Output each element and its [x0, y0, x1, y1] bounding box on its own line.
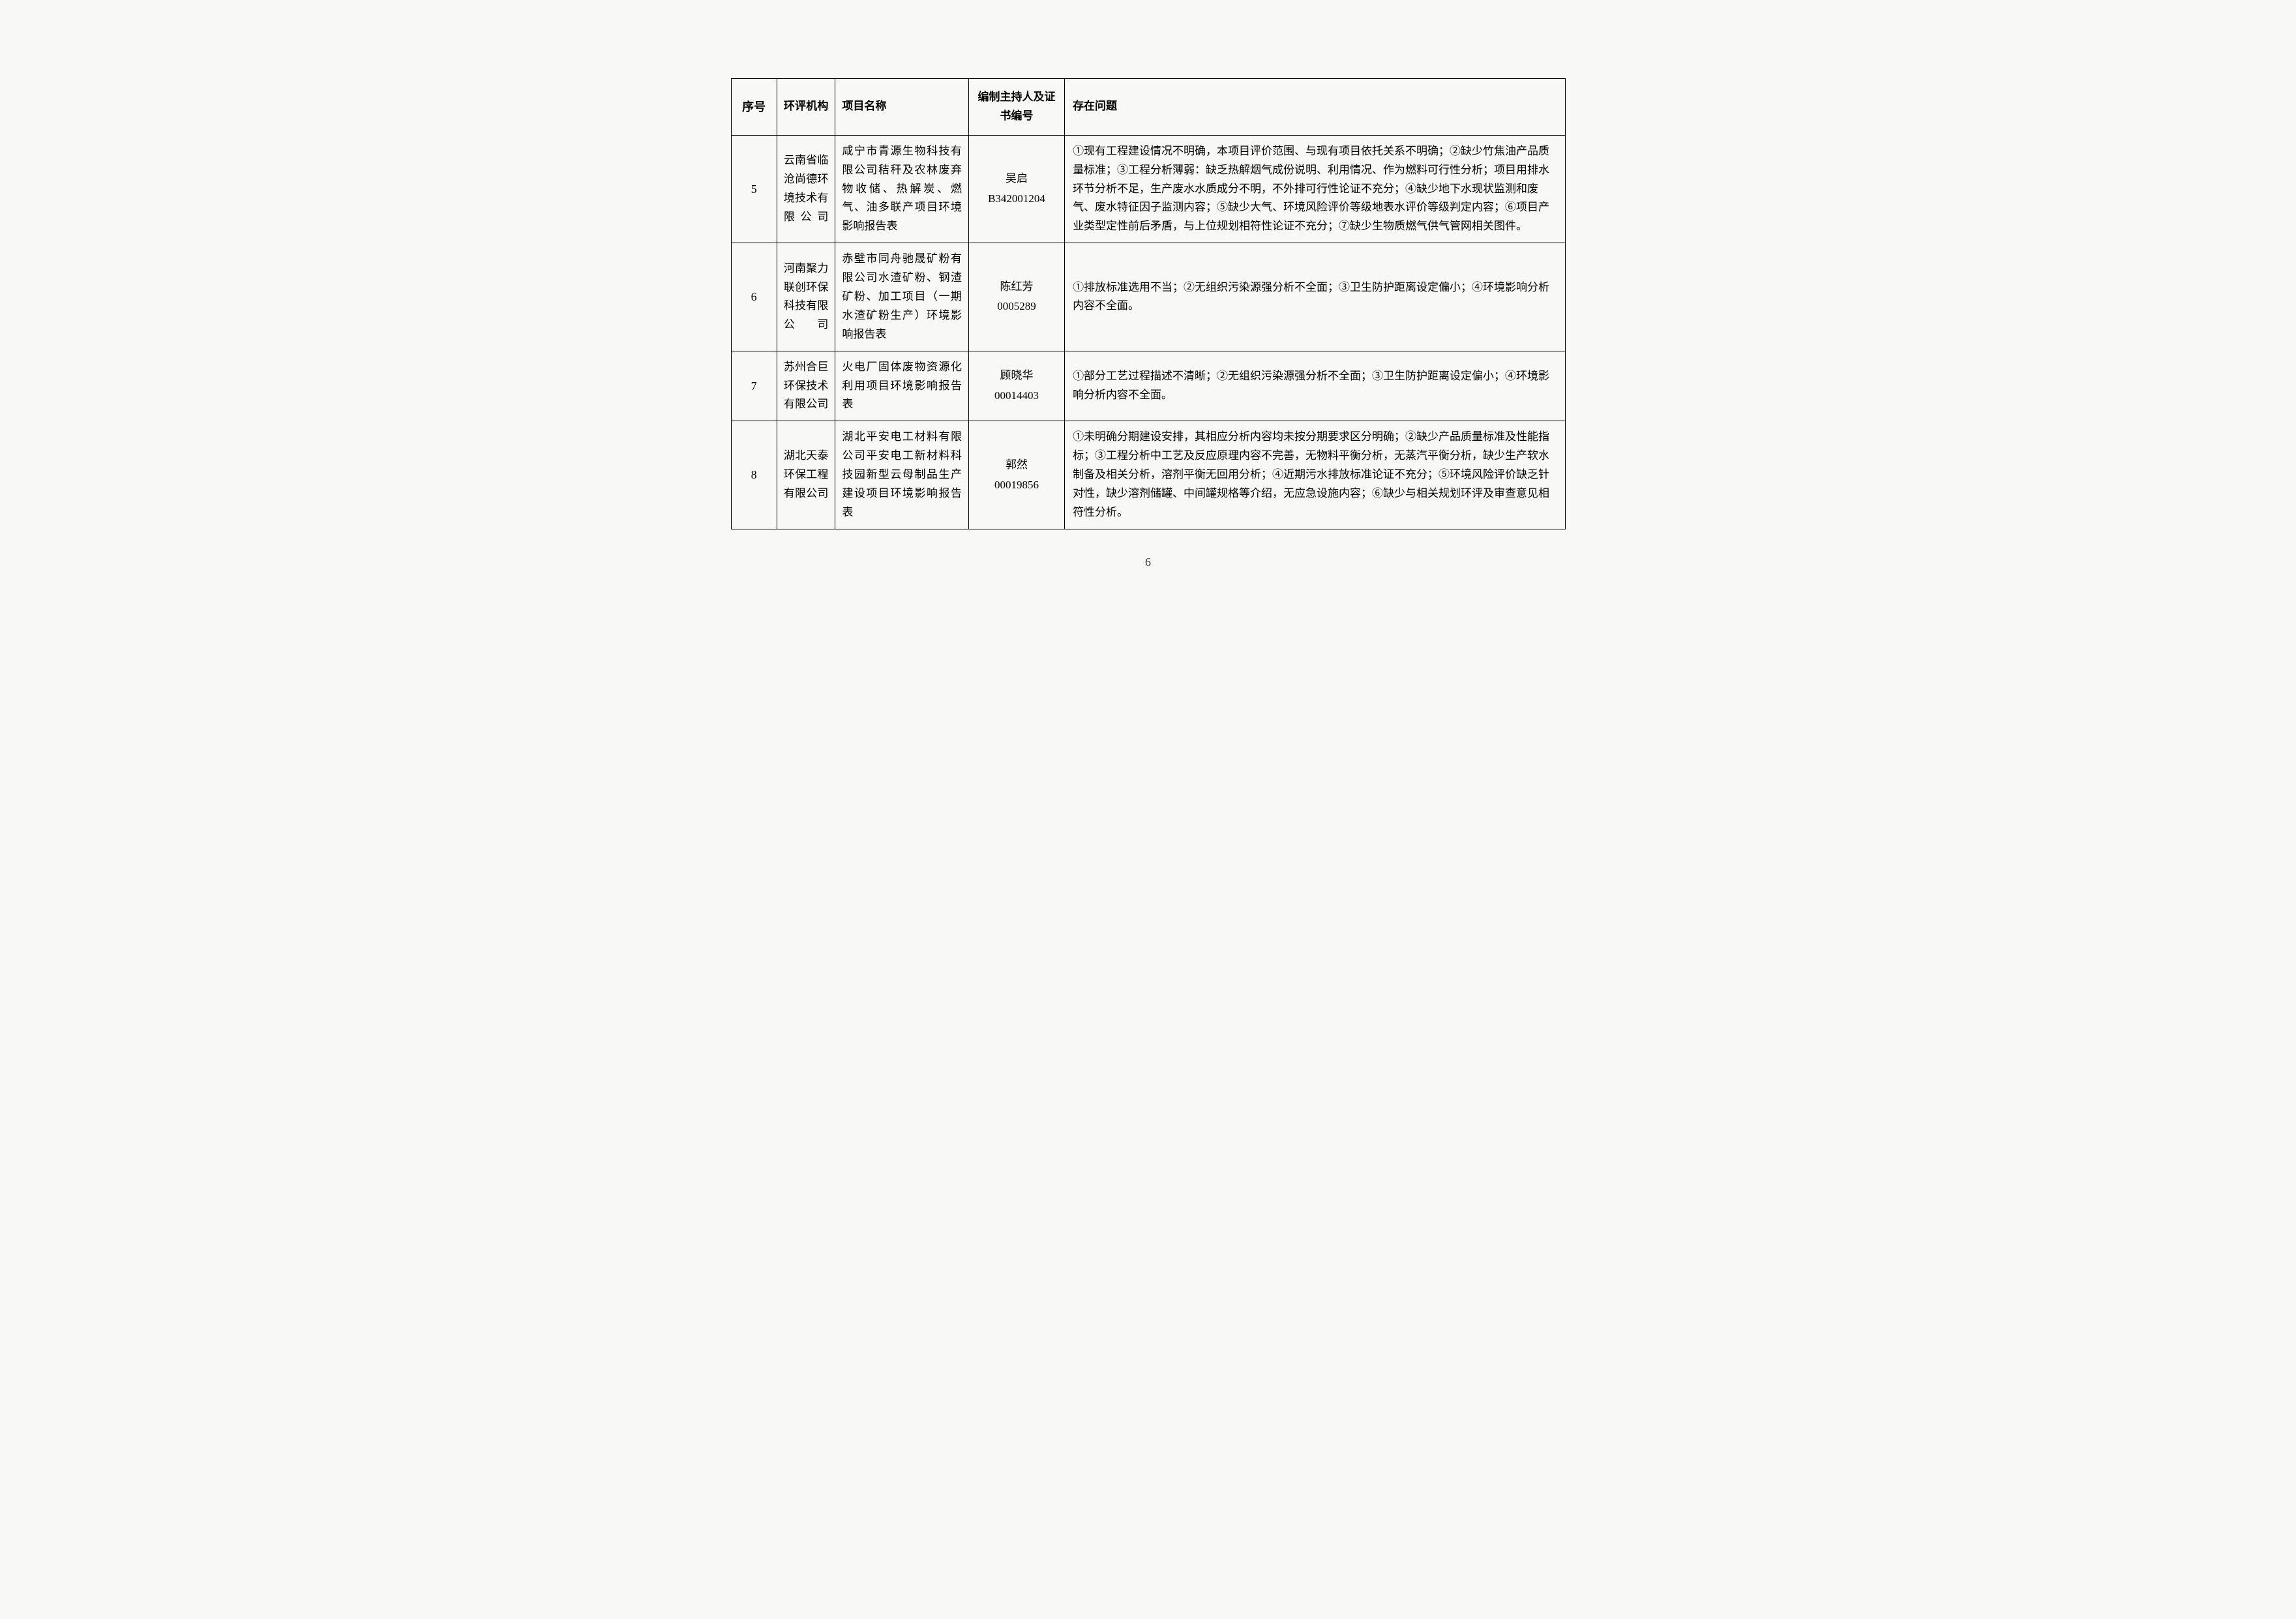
cell-project: 赤壁市同舟驰晟矿粉有限公司水渣矿粉、钢渣矿粉、加工项目（一期水渣矿粉生产）环境影… [835, 243, 969, 351]
cell-org: 苏州合巨环保技术有限公司 [777, 351, 835, 421]
cell-seq: 6 [731, 243, 777, 351]
cell-issues: ①未明确分期建设安排，其相应分析内容均未按分期要求区分明确；②缺少产品质量标准及… [1065, 421, 1565, 529]
cell-issues: ①现有工程建设情况不明确，本项目评价范围、与现有项目依托关系不明确；②缺少竹焦油… [1065, 135, 1565, 243]
cell-org: 湖北天泰环保工程有限公司 [777, 421, 835, 529]
table-header-row: 序号 环评机构 项目名称 编制主持人及证书编号 存在问题 [731, 79, 1565, 136]
person-cert: 00019856 [974, 476, 1059, 495]
table-row: 7 苏州合巨环保技术有限公司 火电厂固体废物资源化利用项目环境影响报告表 顾晓华… [731, 351, 1565, 421]
cell-seq: 5 [731, 135, 777, 243]
header-project: 项目名称 [835, 79, 969, 136]
cell-project: 火电厂固体废物资源化利用项目环境影响报告表 [835, 351, 969, 421]
header-issues: 存在问题 [1065, 79, 1565, 136]
person-name: 顾晓华 [1000, 369, 1034, 381]
person-cert: 0005289 [974, 297, 1059, 316]
cell-org: 云南省临沧尚德环境技术有限公司 [777, 135, 835, 243]
cell-person: 吴启 B342001204 [968, 135, 1064, 243]
cell-issues: ①部分工艺过程描述不清晰；②无组织污染源强分析不全面；③卫生防护距离设定偏小；④… [1065, 351, 1565, 421]
cell-person: 陈红芳 0005289 [968, 243, 1064, 351]
person-name: 陈红芳 [1000, 280, 1034, 293]
person-cert: B342001204 [974, 190, 1059, 209]
cell-project: 湖北平安电工材料有限公司平安电工新材料科技园新型云母制品生产建设项目环境影响报告… [835, 421, 969, 529]
cell-project: 咸宁市青源生物科技有限公司秸秆及农林废弃物收储、热解炭、燃气、油多联产项目环境影… [835, 135, 969, 243]
table-row: 6 河南聚力联创环保科技有限公司 赤壁市同舟驰晟矿粉有限公司水渣矿粉、钢渣矿粉、… [731, 243, 1565, 351]
cell-seq: 7 [731, 351, 777, 421]
cell-person: 郭然 00019856 [968, 421, 1064, 529]
header-org: 环评机构 [777, 79, 835, 136]
person-name: 吴启 [1006, 172, 1028, 185]
table-row: 8 湖北天泰环保工程有限公司 湖北平安电工材料有限公司平安电工新材料科技园新型云… [731, 421, 1565, 529]
page-number: 6 [731, 556, 1566, 569]
person-name: 郭然 [1006, 458, 1028, 471]
cell-person: 顾晓华 00014403 [968, 351, 1064, 421]
header-person: 编制主持人及证书编号 [968, 79, 1064, 136]
table-row: 5 云南省临沧尚德环境技术有限公司 咸宁市青源生物科技有限公司秸秆及农林废弃物收… [731, 135, 1565, 243]
cell-seq: 8 [731, 421, 777, 529]
person-cert: 00014403 [974, 387, 1059, 406]
cell-org: 河南聚力联创环保科技有限公司 [777, 243, 835, 351]
review-table: 序号 环评机构 项目名称 编制主持人及证书编号 存在问题 5 云南省临沧尚德环境… [731, 78, 1566, 529]
table-body: 5 云南省临沧尚德环境技术有限公司 咸宁市青源生物科技有限公司秸秆及农林废弃物收… [731, 135, 1565, 529]
header-seq: 序号 [731, 79, 777, 136]
cell-issues: ①排放标准选用不当；②无组织污染源强分析不全面；③卫生防护距离设定偏小；④环境影… [1065, 243, 1565, 351]
